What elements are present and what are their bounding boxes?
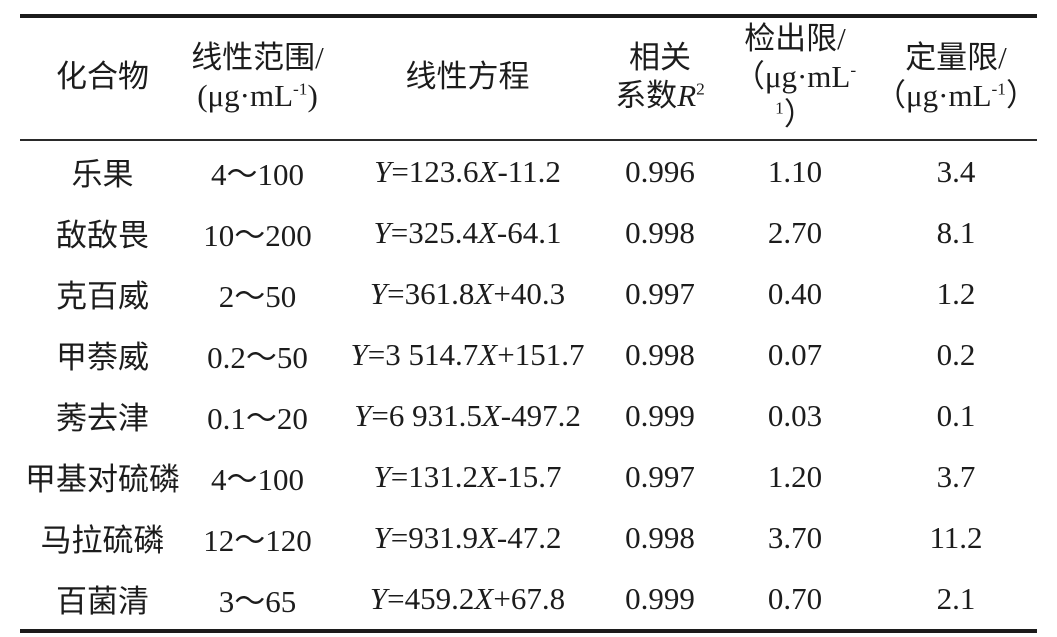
- cell-linear-equation: Y=123.6X-11.2: [374, 153, 561, 189]
- table-row: 甲萘威 0.2～50 Y=3 514.7X+151.7 0.998 0.07 0…: [20, 324, 1037, 385]
- linear-equation-header-label: 线性方程: [405, 58, 530, 94]
- cell-lod: 0.40: [767, 275, 823, 311]
- table-body: 乐果 4～100 Y=123.6X-11.2 0.996 1.10 3.4 敌敌…: [20, 140, 1037, 631]
- cell-linear-equation: Y=3 514.7X+151.7: [350, 336, 585, 372]
- cell-r2: 0.998: [625, 214, 695, 250]
- cell-linear-equation: Y=931.9X-47.2: [373, 519, 562, 555]
- cell-compound: 乐果: [71, 157, 134, 193]
- cell-linear-range: 0.2～50: [207, 340, 308, 376]
- cell-loq: 8.1: [936, 214, 976, 250]
- cell-linear-range: 4～100: [211, 157, 304, 193]
- cell-r2: 0.999: [625, 397, 695, 433]
- superscript-minus-one: -1: [991, 79, 1006, 99]
- cell-compound: 马拉硫磷: [40, 523, 165, 559]
- cell-linear-range: 3～65: [218, 584, 297, 620]
- table-row: 马拉硫磷 12～120 Y=931.9X-47.2 0.998 3.70 11.…: [20, 507, 1037, 568]
- cell-r2: 0.998: [625, 336, 695, 372]
- cell-compound: 甲萘威: [56, 340, 149, 376]
- cell-loq: 3.7: [936, 458, 976, 494]
- table-row: 克百威 2～50 Y=361.8X+40.3 0.997 0.40 1.2: [20, 263, 1037, 324]
- cell-linear-equation: Y=6 931.5X-497.2: [354, 397, 581, 433]
- table-row: 甲基对硫磷 4～100 Y=131.2X-15.7 0.997 1.20 3.7: [20, 446, 1037, 507]
- cell-r2: 0.996: [625, 153, 695, 189]
- cell-loq: 0.2: [936, 336, 976, 372]
- superscript-two: 2: [696, 79, 705, 99]
- table-row: 敌敌畏 10～200 Y=325.4X-64.1 0.998 2.70 8.1: [20, 202, 1037, 263]
- col-header-r2: 相关 系数R2: [605, 16, 715, 140]
- loq-header-label: 定量限/: [905, 39, 1007, 75]
- table-header: 化合物 线性范围/ (μg·mL-1) 线性方程 相关 系数R2 检出限/ （μ…: [20, 16, 1037, 141]
- cell-r2: 0.999: [625, 580, 695, 616]
- table-row: 乐果 4～100 Y=123.6X-11.2 0.996 1.10 3.4: [20, 140, 1037, 202]
- cell-linear-range: 4～100: [211, 462, 304, 498]
- linear-range-header-label: 线性范围/: [191, 39, 324, 75]
- cell-linear-equation: Y=459.2X+67.8: [369, 580, 566, 616]
- cell-lod: 1.20: [767, 458, 823, 494]
- col-header-linear-range: 线性范围/ (μg·mL-1): [185, 16, 330, 140]
- col-header-compound: 化合物: [20, 16, 185, 140]
- calibration-table: 化合物 线性范围/ (μg·mL-1) 线性方程 相关 系数R2 检出限/ （μ…: [20, 14, 1037, 634]
- cell-loq: 2.1: [936, 580, 976, 616]
- cell-lod: 0.70: [767, 580, 823, 616]
- superscript-minus-one: -1: [775, 60, 857, 118]
- cell-lod: 0.03: [767, 397, 823, 433]
- cell-compound: 克百威: [56, 279, 149, 315]
- r-symbol: R: [677, 77, 697, 113]
- correlation-header-line1: 相关: [629, 39, 691, 75]
- cell-loq: 0.1: [936, 397, 976, 433]
- cell-linear-equation: Y=361.8X+40.3: [369, 275, 566, 311]
- col-header-loq: 定量限/ （μg·mL-1）: [875, 16, 1037, 140]
- cell-linear-equation: Y=131.2X-15.7: [373, 458, 562, 494]
- cell-linear-range: 12～120: [203, 523, 312, 559]
- cell-lod: 1.10: [767, 153, 823, 189]
- correlation-header-line2: 系数R2: [615, 77, 705, 113]
- header-row: 化合物 线性范围/ (μg·mL-1) 线性方程 相关 系数R2 检出限/ （μ…: [20, 16, 1037, 141]
- cell-r2: 0.997: [625, 458, 695, 494]
- cell-loq: 3.4: [936, 153, 976, 189]
- cell-compound: 百菌清: [56, 584, 149, 620]
- compound-header-label: 化合物: [56, 58, 149, 94]
- cell-lod: 3.70: [767, 519, 823, 555]
- cell-linear-range: 10～200: [203, 218, 312, 254]
- cell-loq: 11.2: [929, 519, 983, 555]
- lod-header-label: 检出限/: [744, 21, 846, 56]
- cell-compound: 莠去津: [56, 401, 149, 437]
- loq-unit: （μg·mL-1）: [875, 77, 1037, 113]
- superscript-minus-one: -1: [293, 79, 308, 99]
- col-header-linear-equation: 线性方程: [330, 16, 605, 140]
- cell-lod: 0.07: [767, 336, 823, 372]
- table-row: 百菌清 3～65 Y=459.2X+67.8 0.999 0.70 2.1: [20, 568, 1037, 631]
- cell-linear-range: 2～50: [218, 279, 297, 315]
- lod-unit: （μg·mL-1）: [733, 58, 857, 132]
- cell-compound: 甲基对硫磷: [25, 462, 180, 498]
- cell-r2: 0.997: [625, 275, 695, 311]
- cell-linear-equation: Y=325.4X-64.1: [373, 214, 562, 250]
- cell-lod: 2.70: [767, 214, 823, 250]
- cell-loq: 1.2: [936, 275, 976, 311]
- linear-range-unit: (μg·mL-1): [197, 77, 318, 113]
- col-header-lod: 检出限/ （μg·mL-1）: [715, 16, 875, 140]
- cell-r2: 0.998: [625, 519, 695, 555]
- table-row: 莠去津 0.1～20 Y=6 931.5X-497.2 0.999 0.03 0…: [20, 385, 1037, 446]
- cell-compound: 敌敌畏: [56, 218, 149, 254]
- cell-linear-range: 0.1～20: [207, 401, 308, 437]
